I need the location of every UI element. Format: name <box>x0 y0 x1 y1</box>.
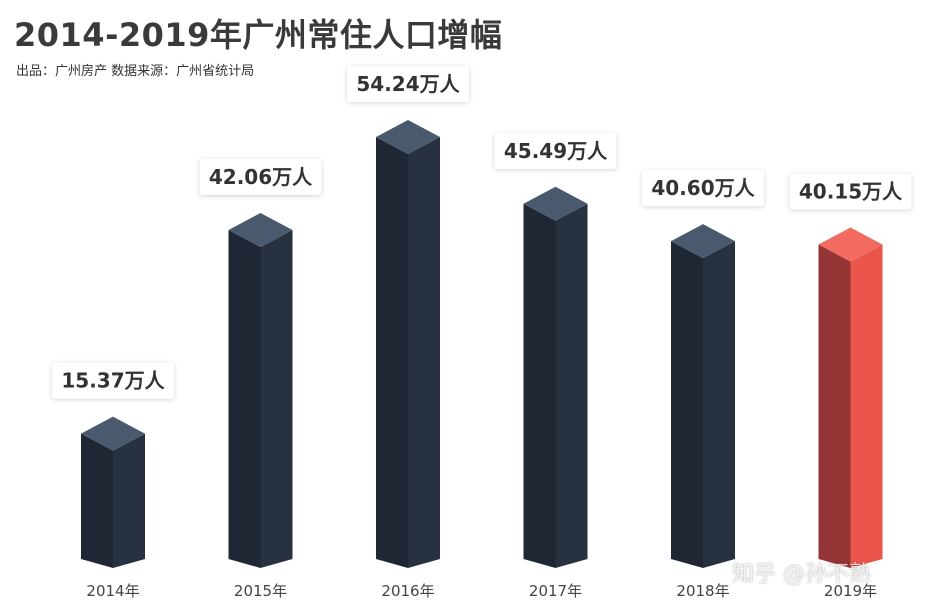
bar-2016年 <box>376 120 440 568</box>
bar-left-face <box>818 244 851 568</box>
x-tick-label: 2016年 <box>381 582 434 600</box>
value-label: 15.37万人 <box>52 362 174 399</box>
value-label: 42.06万人 <box>199 158 322 195</box>
bar-right-face <box>850 244 883 568</box>
bar-top-cap <box>523 186 588 221</box>
value-label-box <box>52 362 174 399</box>
value-label-text: 15.37万人 <box>61 369 165 393</box>
x-tick-label: 2018年 <box>676 582 729 600</box>
watermark-text: 知乎 @孙不熟 <box>732 562 871 587</box>
value-label-box <box>642 170 764 207</box>
x-tick-label: 2019年 <box>824 582 877 600</box>
chart-title: 2014-2019年广州常住人口增幅 <box>14 16 503 54</box>
bar-left-face <box>228 229 261 569</box>
bar-2019年 <box>818 227 883 568</box>
bar-top-cap <box>671 224 735 259</box>
value-label-box <box>347 66 469 102</box>
value-label-text: 54.24万人 <box>356 72 460 96</box>
bar-top-cap <box>818 227 883 262</box>
x-tick-label: 2014年 <box>86 582 139 600</box>
chart-subtitle: 出品：广州房产 数据来源：广州省统计局 <box>16 64 255 79</box>
bar-top-cap <box>376 120 440 154</box>
value-label-box <box>199 158 322 195</box>
value-label-text: 40.60万人 <box>651 176 755 200</box>
value-label: 45.49万人 <box>494 132 617 169</box>
bar-top-cap <box>81 416 145 451</box>
x-tick-label: 2017年 <box>529 582 582 600</box>
bar-right-face <box>408 137 440 568</box>
bar-2014年 <box>81 416 145 568</box>
bar-right-face <box>555 203 588 568</box>
bar-left-face <box>376 137 408 568</box>
x-tick-label: 2015年 <box>234 582 287 600</box>
value-label-box <box>789 173 912 210</box>
bar-2017年 <box>523 186 588 568</box>
value-label-text: 45.49万人 <box>504 139 608 163</box>
bar-top-cap <box>228 212 293 247</box>
bar-right-face <box>260 229 293 569</box>
bar-right-face <box>703 241 735 568</box>
value-label: 40.15万人 <box>789 173 912 210</box>
bar-left-face <box>523 203 556 568</box>
value-label: 40.60万人 <box>642 170 764 207</box>
value-label-text: 42.06万人 <box>209 165 313 189</box>
value-label-text: 40.15万人 <box>799 180 903 204</box>
bar-2015年 <box>228 212 293 569</box>
value-label-box <box>494 132 617 169</box>
bar-left-face <box>671 241 703 568</box>
bar-left-face <box>81 433 113 568</box>
value-label: 54.24万人 <box>347 66 469 102</box>
bar-right-face <box>113 433 145 568</box>
bar-2018年 <box>671 224 735 568</box>
